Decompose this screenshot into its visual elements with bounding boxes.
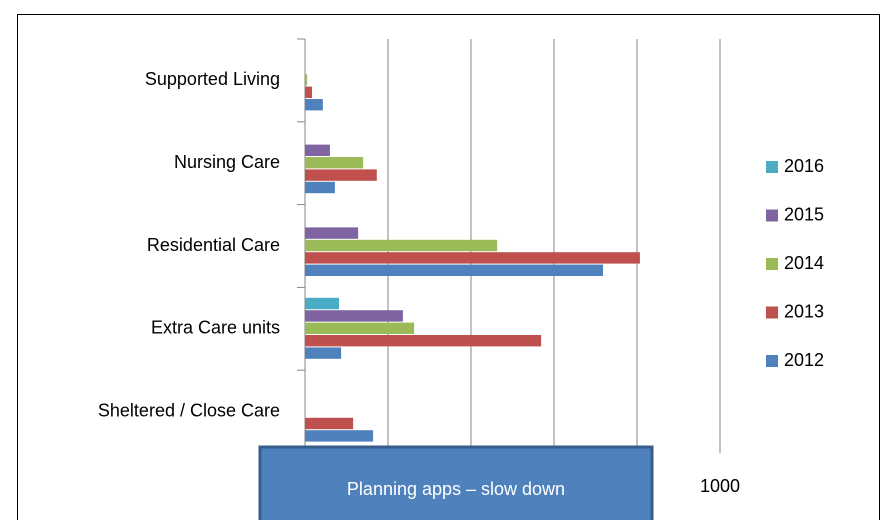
bar (305, 335, 542, 347)
legend-swatch (766, 306, 778, 319)
bar (305, 264, 603, 276)
bar (305, 86, 313, 98)
bar (305, 181, 335, 194)
annotation-text: Planning apps – slow down (347, 479, 565, 499)
x-tick-label: 1000 (700, 476, 740, 496)
annotation-box (258, 445, 654, 520)
bar (305, 74, 308, 86)
bar (305, 310, 403, 322)
legend-swatch (766, 258, 778, 270)
bar (305, 322, 415, 334)
legend-label: 2015 (784, 204, 824, 224)
bar (305, 417, 354, 430)
legend-label: 2012 (784, 350, 824, 370)
bar (305, 99, 323, 111)
legend-swatch (766, 161, 778, 173)
bar (305, 239, 498, 252)
y-tick-label: Nursing Care (174, 152, 280, 172)
bar (305, 227, 359, 239)
bar (305, 157, 364, 169)
bar (305, 297, 340, 310)
y-tick-label: Supported Living (145, 69, 280, 89)
bar (305, 347, 342, 359)
y-tick-label: Sheltered / Close Care (98, 400, 280, 420)
bar (305, 430, 374, 442)
y-tick-label: Residential Care (147, 235, 280, 255)
legend-swatch (766, 355, 778, 367)
legend-swatch (766, 209, 778, 222)
y-tick-label: Extra Care units (151, 318, 280, 338)
bar (305, 252, 640, 264)
legend-label: 2013 (784, 301, 824, 321)
bar (305, 144, 330, 156)
legend-label: 2016 (784, 156, 824, 176)
bar (305, 169, 377, 181)
legend-label: 2014 (784, 253, 824, 273)
